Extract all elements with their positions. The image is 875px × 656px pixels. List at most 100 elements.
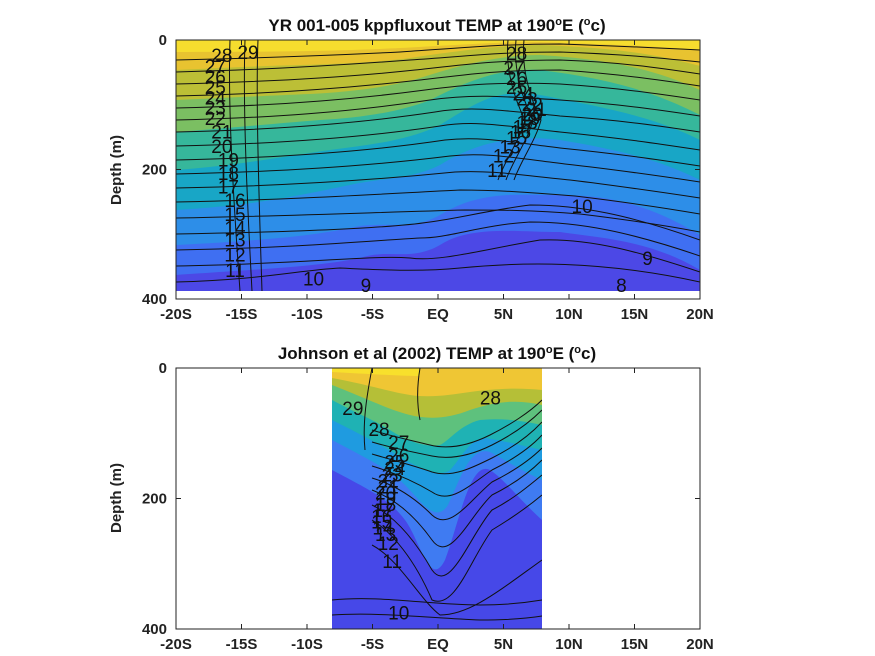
contour-label: 26 bbox=[506, 69, 527, 90]
contour-label: 24 bbox=[384, 459, 406, 480]
contour-label: 10 bbox=[388, 603, 409, 624]
contour-label: 27 bbox=[388, 433, 409, 454]
x-tick-label: 20N bbox=[686, 306, 714, 323]
y-tick-label: 200 bbox=[142, 162, 167, 179]
x-tick-label: EQ bbox=[427, 636, 449, 653]
contour-label: 24 bbox=[513, 84, 535, 105]
contour-label: 12 bbox=[493, 147, 514, 168]
contour-label: 28 bbox=[480, 389, 501, 410]
y-tick-label: 400 bbox=[142, 291, 167, 308]
contour-label: 24 bbox=[205, 88, 227, 109]
x-tick-label: -20S bbox=[160, 306, 192, 323]
x-tick-label: -5S bbox=[361, 636, 384, 653]
top-temperature-field bbox=[176, 40, 700, 291]
x-tick-label: 5N bbox=[494, 306, 513, 323]
contour-label: 25 bbox=[384, 453, 405, 474]
contour-label: 22 bbox=[522, 95, 543, 116]
contour-label: 11 bbox=[382, 552, 402, 573]
contour-label: 10 bbox=[572, 197, 593, 218]
contour-label: 18 bbox=[375, 495, 396, 516]
x-tick-label: 5N bbox=[494, 636, 513, 653]
contour-label: 18 bbox=[218, 164, 239, 185]
contour-label: 21 bbox=[526, 100, 547, 121]
contour-label: 25 bbox=[506, 78, 527, 99]
contour-label: 12 bbox=[224, 246, 245, 267]
x-tick-label: -15S bbox=[226, 636, 258, 653]
x-tick-label: -20S bbox=[160, 636, 192, 653]
y-tick-label: 0 bbox=[159, 360, 167, 377]
contour-label: 21 bbox=[378, 477, 399, 498]
contour-label: 16 bbox=[224, 191, 245, 212]
contour-label: 11 bbox=[487, 161, 507, 182]
y-tick-label: 400 bbox=[142, 621, 167, 638]
contour-label: 25 bbox=[205, 78, 226, 99]
top-y-axis-label: Depth (m) bbox=[108, 135, 125, 205]
contour-label: 13 bbox=[375, 525, 396, 546]
contour-label: 26 bbox=[388, 446, 409, 467]
contour-label: 27 bbox=[503, 58, 524, 79]
contour-label: 23 bbox=[517, 90, 538, 111]
top-panel: YR 001-005 kppfluxout TEMP at 190oE (oc) bbox=[108, 16, 714, 323]
contour-label: 23 bbox=[382, 466, 403, 487]
contour-label: 19 bbox=[519, 109, 540, 130]
contour-label: 12 bbox=[378, 534, 399, 555]
contour-label: 27 bbox=[205, 57, 226, 78]
bottom-panel: Johnson et al (2002) TEMP at 190oE (oc) bbox=[108, 344, 714, 653]
x-tick-label: -5S bbox=[361, 306, 384, 323]
contour-label: 17 bbox=[372, 501, 393, 522]
contour-label: 19 bbox=[218, 150, 239, 171]
x-tick-label: -10S bbox=[291, 306, 323, 323]
top-y-ticks: 0 200 400 bbox=[142, 32, 700, 308]
x-tick-label: -10S bbox=[291, 636, 323, 653]
contour-label: 20 bbox=[211, 137, 232, 158]
top-x-ticks: -20S -15S -10S -5S EQ 5N 10N 15N 20N bbox=[160, 40, 714, 323]
contour-label: 11 bbox=[225, 261, 245, 282]
contour-label: 13 bbox=[224, 231, 245, 252]
contour-label: 20 bbox=[375, 483, 396, 504]
contour-label: 20 bbox=[522, 105, 543, 126]
contour-label: 22 bbox=[205, 109, 226, 130]
bottom-panel-title: Johnson et al (2002) TEMP at 190oE (oc) bbox=[278, 344, 596, 363]
contour-label: 28 bbox=[211, 46, 232, 67]
contour-label: 15 bbox=[224, 205, 245, 226]
contour-label: 9 bbox=[361, 276, 372, 297]
x-tick-label: 10N bbox=[555, 636, 583, 653]
top-panel-title: YR 001-005 kppfluxout TEMP at 190oE (oc) bbox=[268, 16, 605, 35]
contour-label: 10 bbox=[303, 270, 324, 291]
x-tick-label: 20N bbox=[686, 636, 714, 653]
contour-label: 19 bbox=[375, 489, 396, 510]
contour-label: 15 bbox=[506, 128, 527, 149]
x-tick-label: 15N bbox=[621, 306, 649, 323]
contour-label: 21 bbox=[211, 123, 232, 144]
contour-label: 22 bbox=[378, 472, 399, 493]
bottom-x-ticks: -20S -15S -10S -5S EQ 5N 10N 15N 20N bbox=[160, 368, 714, 653]
y-tick-label: 0 bbox=[159, 32, 167, 49]
contour-label: 17 bbox=[513, 117, 534, 138]
contour-label: 14 bbox=[372, 519, 394, 540]
contour-label: 17 bbox=[218, 178, 239, 199]
contour-label: 28 bbox=[368, 420, 389, 441]
x-tick-label: 15N bbox=[621, 636, 649, 653]
contour-label: 26 bbox=[205, 68, 226, 89]
x-tick-label: 10N bbox=[555, 306, 583, 323]
contour-label: 16 bbox=[371, 507, 392, 528]
contour-label: 13 bbox=[499, 137, 520, 158]
bottom-contour-labels: 2928282726252423222120191817161514131211… bbox=[342, 389, 501, 625]
contour-label: 28 bbox=[506, 44, 527, 65]
contour-label: 29 bbox=[237, 43, 258, 64]
bottom-y-axis-label: Depth (m) bbox=[108, 463, 125, 533]
contour-label: 8 bbox=[616, 276, 627, 297]
x-tick-label: EQ bbox=[427, 306, 449, 323]
bottom-y-ticks: 0 200 400 bbox=[142, 360, 700, 638]
contour-label: 9 bbox=[642, 249, 653, 270]
contour-label: 14 bbox=[224, 218, 246, 239]
contour-label: 18 bbox=[517, 113, 538, 134]
contour-label: 16 bbox=[510, 123, 531, 144]
x-tick-label: -15S bbox=[226, 306, 258, 323]
contour-label: 29 bbox=[342, 399, 363, 420]
contour-label: 23 bbox=[205, 99, 226, 120]
y-tick-label: 200 bbox=[142, 491, 167, 508]
bottom-temperature-field bbox=[332, 368, 542, 629]
